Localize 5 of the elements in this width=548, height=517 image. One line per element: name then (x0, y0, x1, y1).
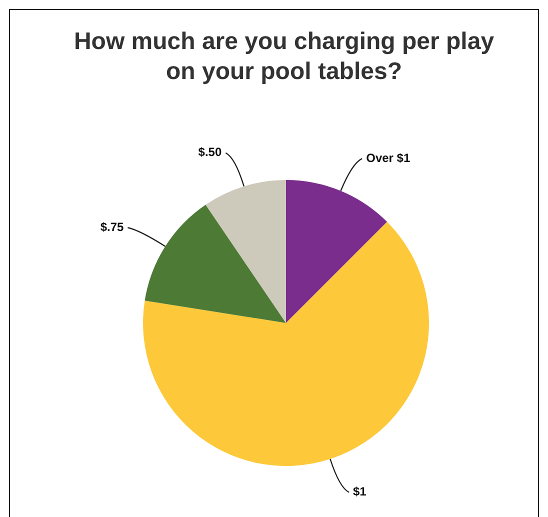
slice-label: Over $1 (366, 150, 410, 165)
slice-label: $.50 (198, 145, 222, 160)
chart-title: How much are you charging per play on your pool tables? (72, 27, 496, 87)
slice-label: $1 (353, 484, 367, 499)
slice-label: $.75 (100, 220, 124, 234)
